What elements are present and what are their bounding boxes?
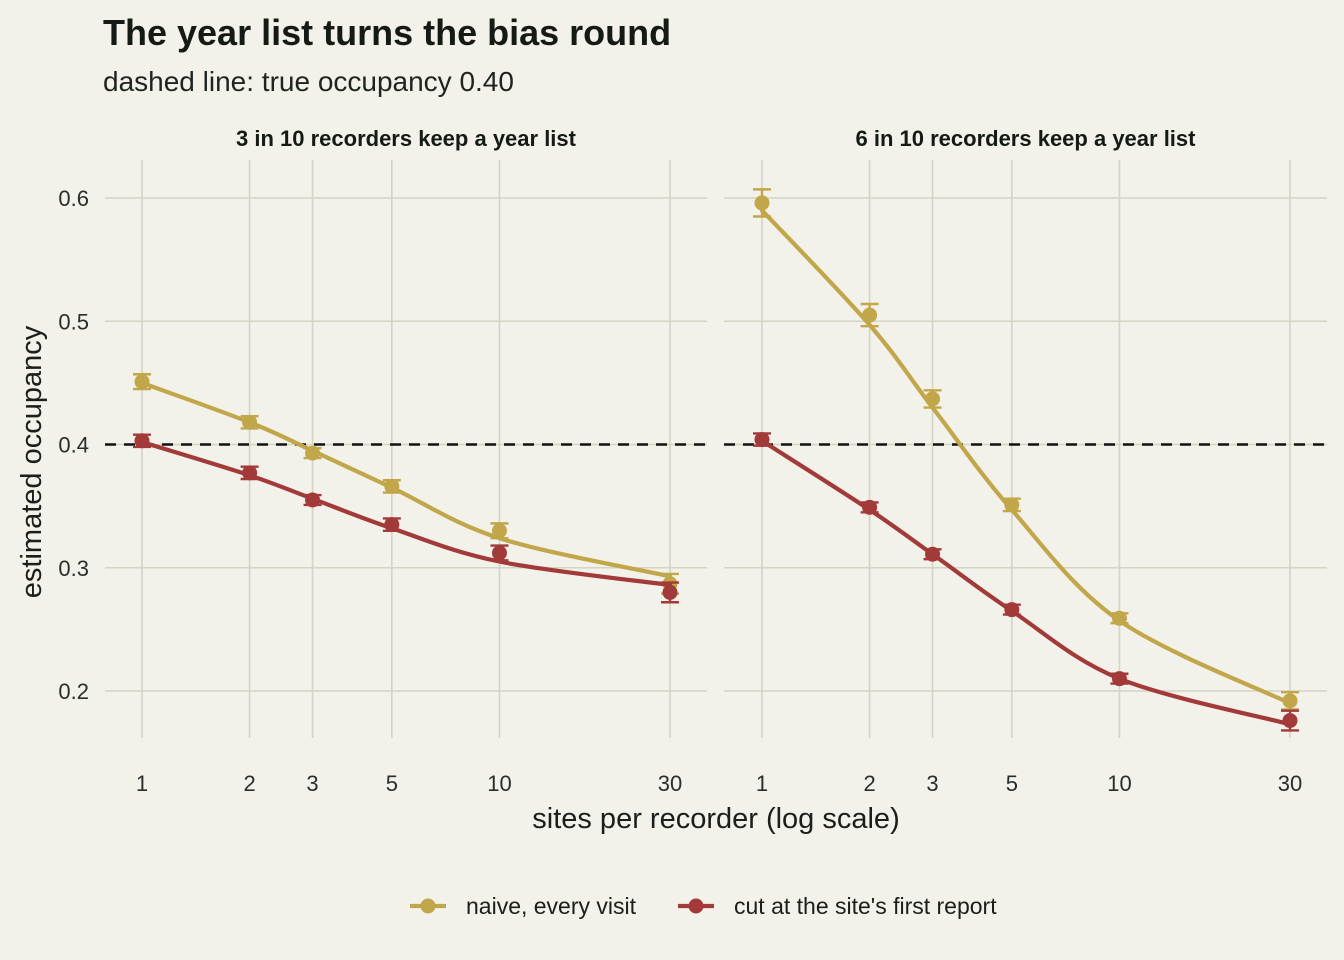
data-point (491, 523, 507, 539)
y-tick-label: 0.2 (58, 679, 89, 704)
data-point (305, 445, 321, 461)
series-cut (133, 433, 679, 604)
x-tick-label: 10 (1107, 771, 1131, 796)
data-point (925, 546, 941, 562)
data-point (662, 584, 678, 600)
x-tick-label: 5 (1006, 771, 1018, 796)
x-tick-label: 1 (756, 771, 768, 796)
data-point (384, 517, 400, 533)
legend-label: cut at the site's first report (734, 893, 997, 919)
series-naive (753, 188, 1299, 711)
data-point (384, 478, 400, 494)
data-point (754, 432, 770, 448)
panel-1: 3 in 10 recorders keep a year list 1 2 3 5 10… (58, 126, 707, 796)
x-tick-label: 10 (487, 771, 511, 796)
legend-marker (688, 898, 704, 914)
data-point (242, 414, 258, 430)
fit-line-naive (759, 208, 1293, 706)
fit-line-cut (759, 438, 1293, 727)
fit-line-cut (139, 439, 673, 588)
x-tick-label: 2 (863, 771, 875, 796)
fit-line-naive (139, 380, 673, 579)
data-point (862, 499, 878, 515)
x-tick-label: 3 (926, 771, 938, 796)
x-tick-label: 2 (243, 771, 255, 796)
data-point (1004, 497, 1020, 513)
legend-label: naive, every visit (466, 893, 637, 919)
data-point (1004, 602, 1020, 618)
data-point (134, 433, 150, 449)
x-tick-label: 5 (386, 771, 398, 796)
legend: naive, every visit cut at the site's firs… (410, 893, 997, 919)
x-axis-title: sites per recorder (log scale) (532, 803, 899, 835)
legend-item-naive: naive, every visit (410, 893, 637, 919)
data-point (242, 465, 258, 481)
series-cut (753, 432, 1299, 732)
x-tick-label: 3 (306, 771, 318, 796)
data-point (1111, 610, 1127, 626)
data-point (1282, 713, 1298, 729)
chart-subtitle: dashed line: true occupancy 0.40 (103, 66, 514, 97)
data-point (134, 374, 150, 390)
data-point (925, 391, 941, 407)
chart-title: The year list turns the bias round (103, 12, 671, 53)
y-tick-label: 0.5 (58, 309, 89, 334)
legend-item-cut: cut at the site's first report (678, 893, 997, 919)
data-point (491, 545, 507, 561)
data-point (305, 492, 321, 508)
data-point (1282, 693, 1298, 709)
data-point (754, 195, 770, 211)
legend-marker (420, 898, 436, 914)
panel-2: 6 in 10 recorders keep a year list 1 2 3 5 10… (724, 126, 1327, 796)
panel-label: 3 in 10 recorders keep a year list (236, 126, 577, 151)
y-axis-title: estimated occupancy (16, 325, 48, 598)
y-tick-label: 0.4 (58, 433, 89, 458)
x-tick-label: 30 (658, 771, 682, 796)
x-tick-label: 1 (136, 771, 148, 796)
data-point (862, 307, 878, 323)
data-point (1111, 671, 1127, 687)
panel-label: 6 in 10 recorders keep a year list (856, 126, 1197, 151)
y-tick-label: 0.6 (58, 186, 89, 211)
x-tick-label: 30 (1278, 771, 1302, 796)
y-tick-label: 0.3 (58, 556, 89, 581)
